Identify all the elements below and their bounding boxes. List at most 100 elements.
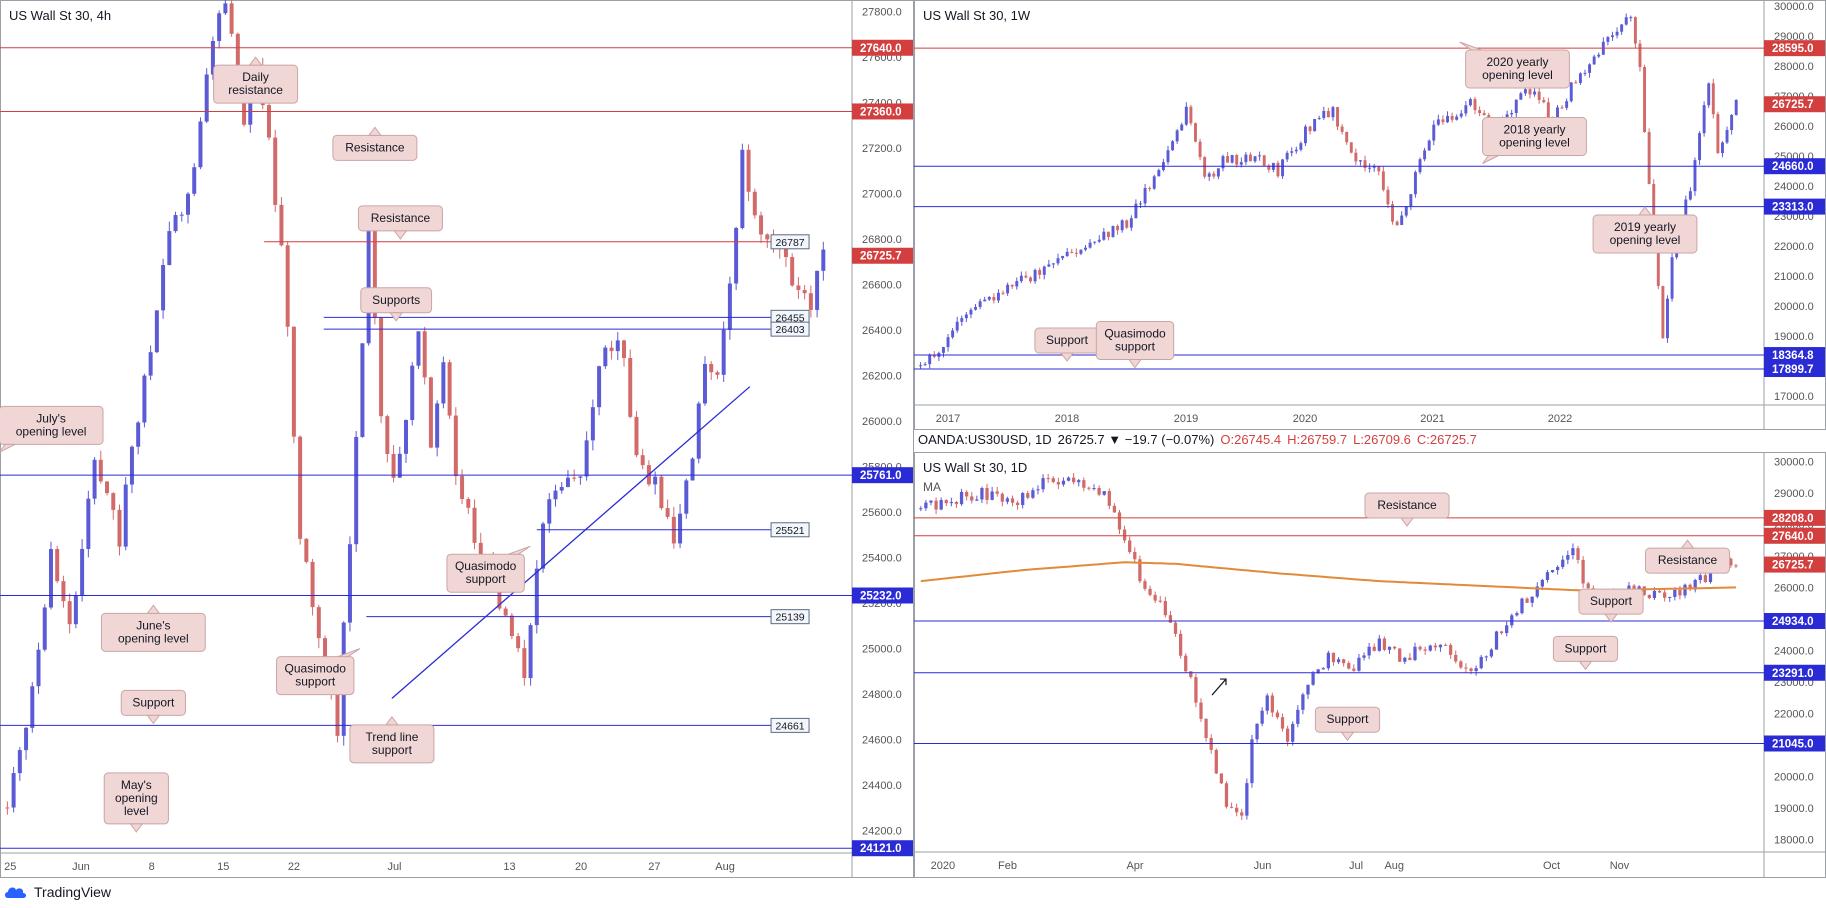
candle-body (229, 3, 234, 34)
candle-body (1708, 567, 1713, 583)
tradingview-brand[interactable]: TradingView (4, 884, 111, 900)
high-value: H:26759.7 (1287, 432, 1348, 447)
candle-body (752, 191, 757, 216)
annotation-callout[interactable]: Support (120, 689, 186, 725)
candle-body (1229, 806, 1234, 808)
trend-line-support[interactable] (391, 386, 751, 699)
candle-body (1528, 89, 1532, 95)
time-tick-label: 8 (149, 861, 155, 873)
candle-body (1578, 73, 1582, 83)
candle-body (1464, 105, 1468, 114)
callout-text: Daily (242, 70, 269, 84)
price-tick-label: 24200.0 (862, 825, 902, 837)
annotation-callout[interactable]: Support (1552, 635, 1619, 671)
candle-body (1158, 600, 1162, 602)
candle-body (1693, 160, 1697, 192)
price-tick-label: 21000.0 (1774, 271, 1814, 283)
annotation-callout[interactable]: Resistance (1364, 492, 1450, 527)
candle-body (80, 548, 85, 596)
price-tick-label: 24000.0 (1774, 181, 1814, 193)
candle-body (1643, 67, 1647, 133)
candle-body (1611, 35, 1614, 38)
candles (919, 13, 1738, 370)
candle-body (1047, 264, 1051, 267)
candle-body (572, 477, 577, 479)
time-tick-label: 15 (217, 861, 229, 873)
candle-body (304, 538, 309, 562)
level-tag (770, 717, 810, 733)
candle-body (1265, 695, 1269, 711)
candle-body (1505, 625, 1509, 634)
candle-body (1418, 159, 1422, 173)
callout-text: Resistance (345, 140, 405, 154)
candle-body (1122, 529, 1127, 541)
chart-w1[interactable]: 17000.018000.019000.020000.021000.022000… (914, 0, 1826, 430)
annotation-callout[interactable]: Support (1578, 588, 1644, 623)
candle-body (603, 347, 608, 367)
candle-body (92, 459, 97, 499)
annotation-callout[interactable]: Support (1314, 706, 1381, 742)
annotation-callout[interactable]: Resistance (357, 205, 443, 240)
annotation-callout[interactable]: Supports (360, 287, 433, 322)
annotation-callout[interactable]: Resistance (332, 126, 418, 161)
chart-title: US Wall St 30, 1W (923, 8, 1031, 23)
candle-body (1336, 659, 1341, 663)
price-badge (852, 103, 913, 120)
candle-body (179, 214, 184, 216)
chart-d1[interactable]: 18000.019000.020000.021000.022000.023000… (914, 452, 1826, 878)
candle-body (1005, 498, 1010, 502)
price-tick-label: 22000.0 (1774, 708, 1814, 720)
candle-body (1051, 478, 1055, 483)
callout-pointer (367, 126, 382, 136)
candle-body (1239, 162, 1243, 165)
candle-body (946, 337, 950, 348)
price-tick-label: 17000.0 (1774, 391, 1814, 403)
price-badge-label: 24934.0 (1772, 616, 1814, 628)
candle-body (987, 296, 991, 300)
candle-body (142, 375, 147, 423)
candle-body (1459, 113, 1463, 117)
candle-body (1583, 72, 1587, 74)
candle-body (1597, 54, 1601, 57)
candle-body (1550, 570, 1555, 573)
price-badge-label: 18364.8 (1772, 350, 1814, 362)
candle-body (1042, 266, 1046, 275)
candle-body (534, 568, 539, 626)
candle-body (1326, 110, 1330, 118)
candle-body (1479, 656, 1483, 669)
candle-body (123, 484, 128, 547)
candle-body (1404, 206, 1408, 216)
candle-body (1021, 493, 1025, 506)
candle-body (1652, 183, 1656, 242)
candle-body (1688, 191, 1692, 200)
candle-body (223, 3, 228, 14)
candle-body (1408, 657, 1412, 660)
candle-body (1322, 110, 1326, 119)
callout-pointer (1400, 517, 1414, 527)
candle-body (983, 299, 987, 302)
annotation-callout[interactable]: Resistance (1645, 539, 1730, 574)
chart-h4[interactable]: 24200.024400.024600.024800.025000.025200… (0, 0, 914, 878)
candle-body (248, 88, 253, 125)
candle-body (1031, 490, 1035, 498)
candle-body (1436, 119, 1440, 125)
candle-body (36, 649, 41, 687)
candle-body (821, 249, 826, 271)
candle-body (1138, 559, 1142, 582)
candle-body (24, 727, 29, 751)
price-badge-label: 21045.0 (1772, 738, 1814, 750)
price-badge-label: 25761.0 (860, 470, 902, 482)
candle-body (1291, 723, 1295, 742)
symbol-name[interactable]: OANDA:US30USD, 1D (918, 432, 1052, 447)
